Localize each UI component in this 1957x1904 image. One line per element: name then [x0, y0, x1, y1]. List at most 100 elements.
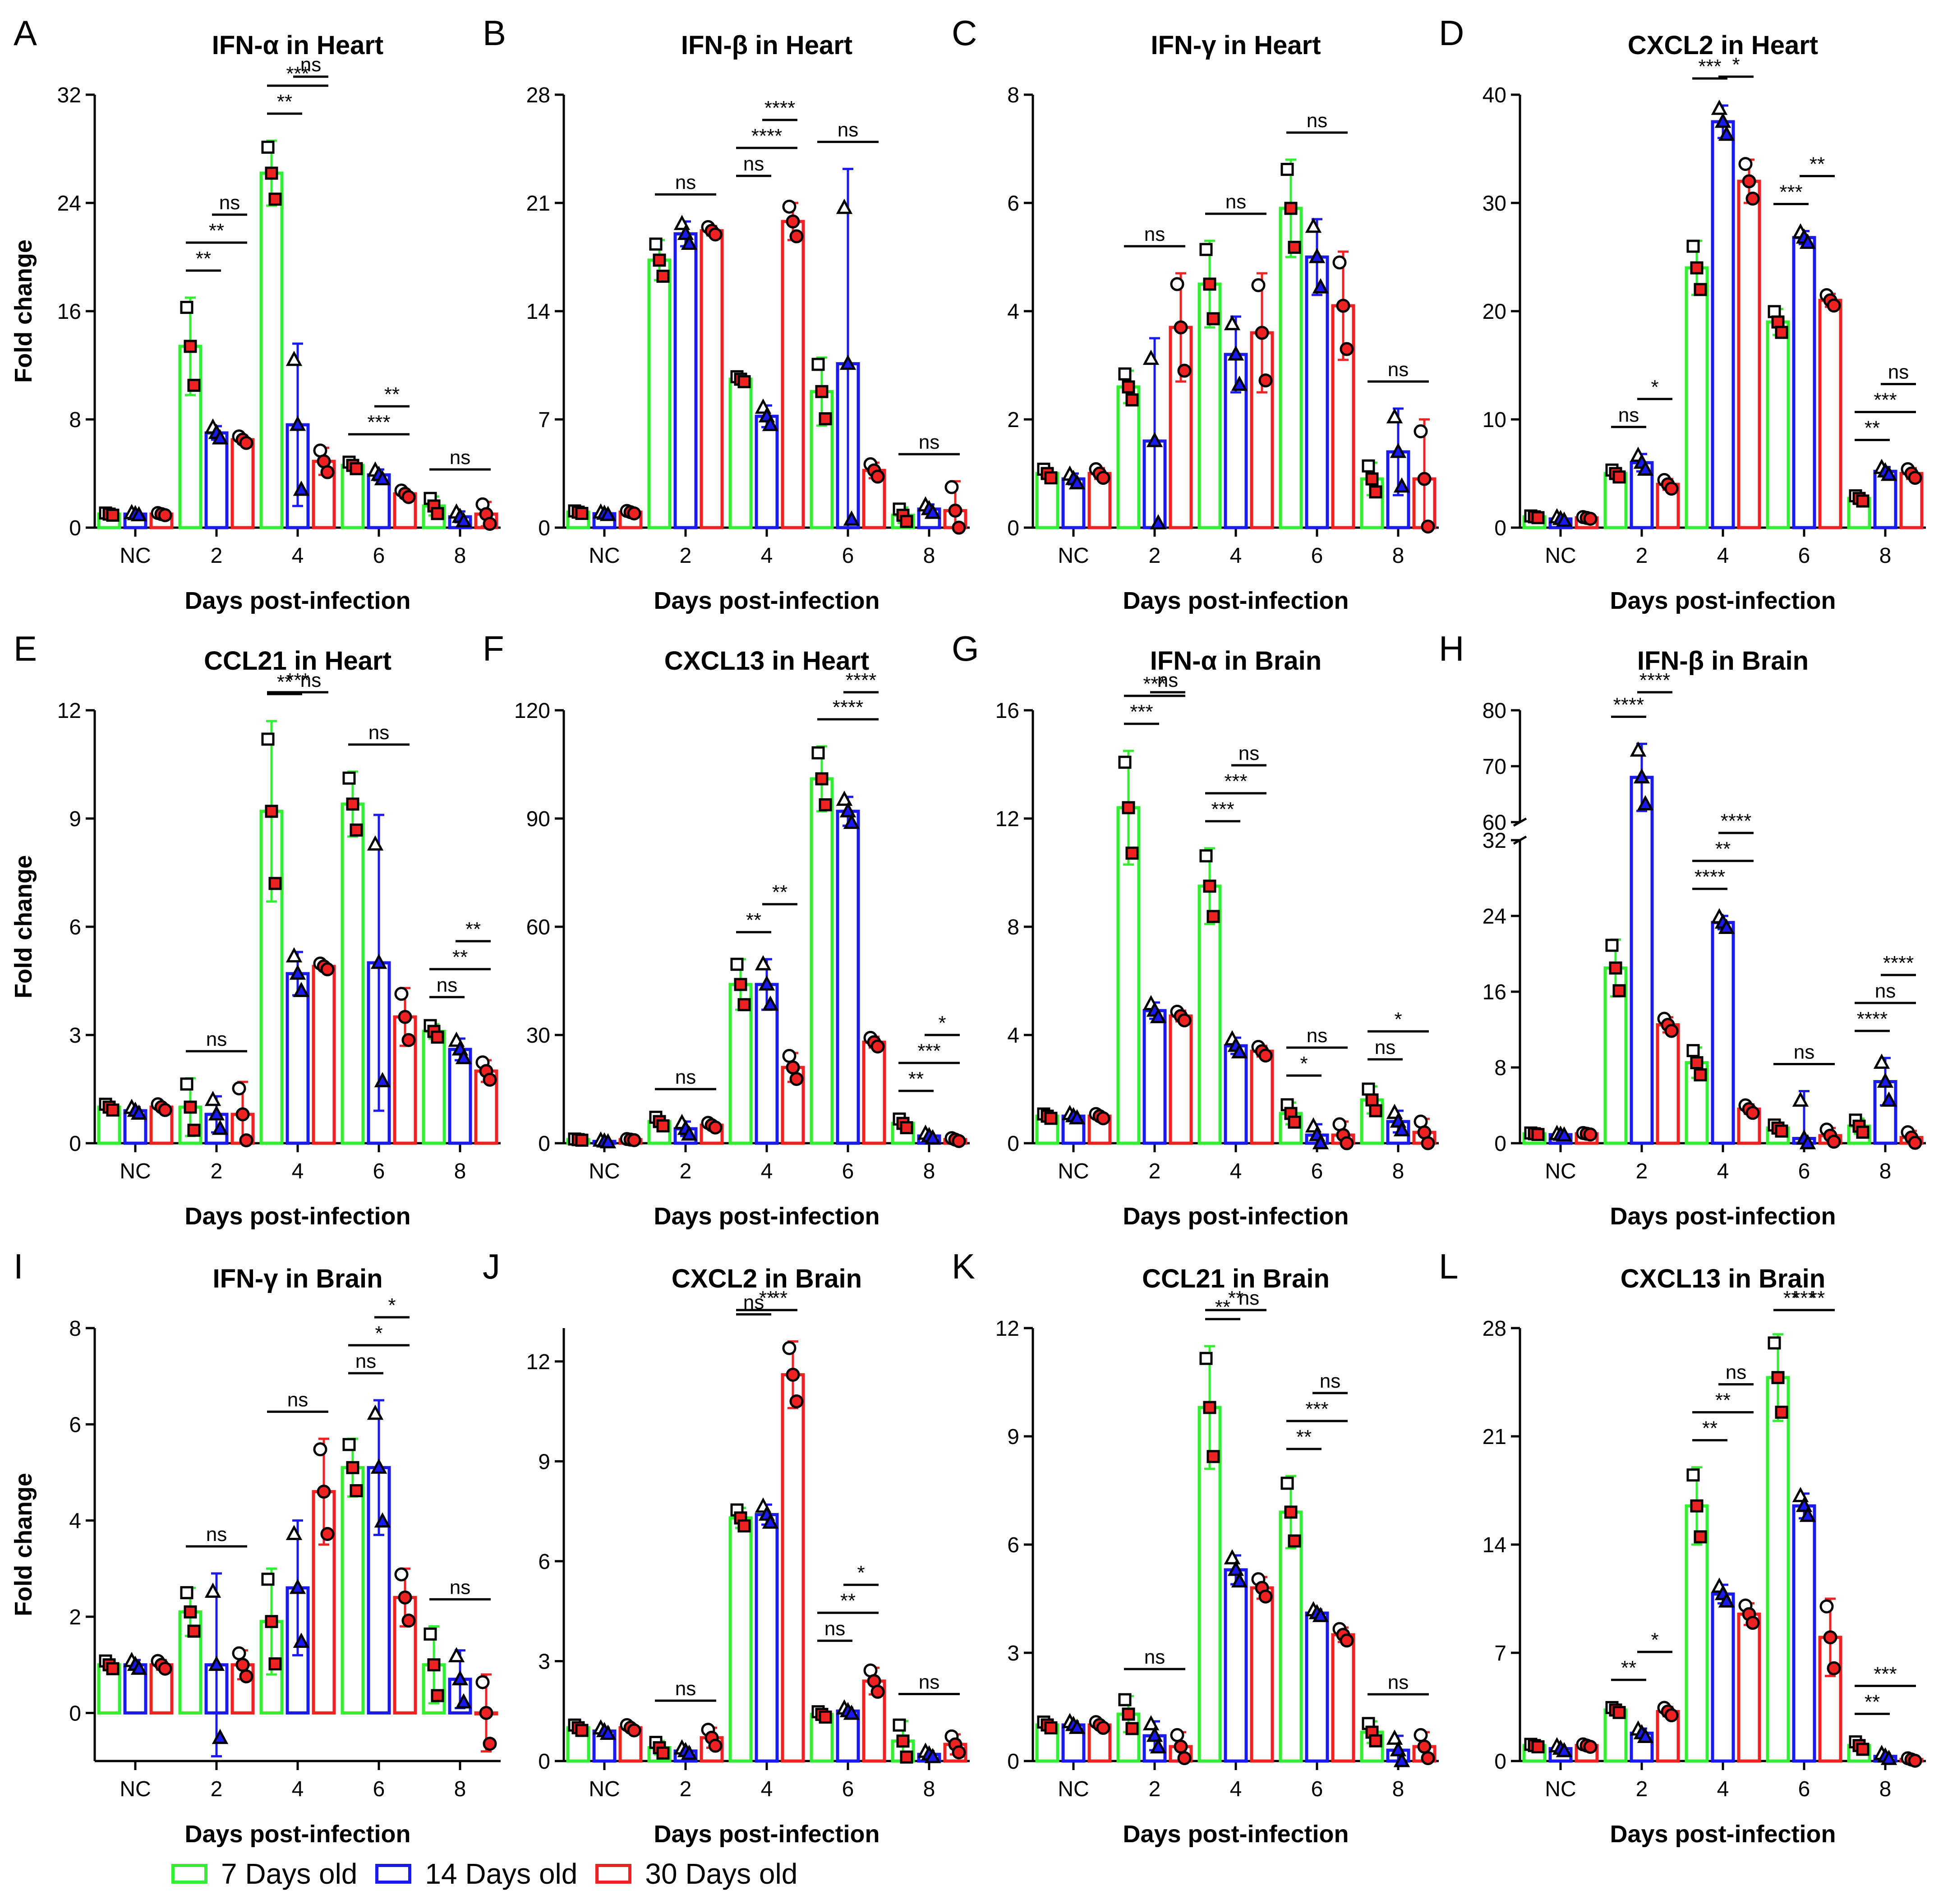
bar: [862, 1040, 886, 1145]
panel-letter: A: [14, 13, 37, 53]
data-point-circle: [782, 1049, 797, 1063]
x-tick-label: NC: [589, 1777, 620, 1801]
significance-label: ns: [300, 669, 321, 691]
data-point-square: [900, 1121, 913, 1135]
data-point-square: [1125, 846, 1139, 860]
data-point-square: [575, 506, 589, 520]
significance-label: **: [1783, 1287, 1799, 1309]
y-tick-label: 60: [1483, 811, 1506, 835]
panel-title: IFN-γ in Brain: [212, 1264, 382, 1293]
data-point-triangle: [1231, 1043, 1248, 1058]
bar: [810, 777, 834, 1145]
y-tick-label: 8: [1494, 1056, 1506, 1080]
data-point-triangle: [1150, 1008, 1167, 1023]
x-tick-label: NC: [589, 544, 620, 568]
y-tick-label: 14: [1483, 1533, 1506, 1557]
data-point-square: [1122, 380, 1135, 394]
data-point-triangle: [130, 1659, 147, 1675]
data-point-square: [811, 358, 825, 371]
x-tick-label: 8: [1392, 1159, 1404, 1183]
data-point-circle: [708, 1738, 723, 1753]
significance-label: *: [1394, 1008, 1402, 1030]
x-tick-label: 2: [1149, 1777, 1161, 1801]
data-point-circle: [1745, 1615, 1760, 1630]
x-tick-label: 2: [211, 1777, 223, 1801]
data-point-square: [1694, 283, 1707, 296]
significance-label: ***: [917, 1040, 940, 1062]
x-tick-label: 8: [1392, 1777, 1404, 1801]
panel-title: CXCL2 in Heart: [1628, 31, 1818, 60]
significance-label: ns: [919, 431, 939, 453]
data-point-circle: [394, 1567, 409, 1582]
data-point-square: [1125, 393, 1139, 407]
data-point-triangle: [1880, 1091, 1897, 1107]
y-tick-label: 7: [538, 408, 550, 432]
y-tick-label: 3: [1007, 1642, 1019, 1665]
significance-label: ***: [1211, 798, 1234, 820]
data-point-circle: [394, 987, 409, 1001]
data-point-triangle: [204, 1090, 221, 1106]
x-tick-label: 6: [1798, 544, 1810, 568]
data-point-square: [261, 1573, 275, 1586]
data-point-triangle: [289, 964, 306, 980]
significance-label: ns: [675, 1678, 696, 1700]
data-point-circle: [1583, 1127, 1598, 1142]
y-axis-label: Fold change: [10, 855, 37, 998]
x-tick-label: 8: [1879, 1159, 1892, 1183]
data-point-square: [1199, 1352, 1213, 1365]
bar: [285, 972, 310, 1145]
significance-label: ns: [1320, 1370, 1340, 1392]
data-point-square: [1612, 470, 1626, 484]
data-point-circle: [483, 1737, 497, 1751]
significance-label: ns: [675, 171, 696, 193]
data-point-square: [1686, 1044, 1700, 1058]
y-tick-label: 4: [1007, 300, 1019, 324]
panel-title: IFN-β in Heart: [681, 31, 852, 60]
data-point-square: [1203, 1401, 1216, 1414]
data-point-triangle: [289, 415, 306, 431]
significance-label: ns: [450, 446, 470, 469]
data-point-triangle: [1711, 99, 1728, 115]
data-point-triangle: [208, 1105, 225, 1121]
x-tick-label: 6: [1311, 1777, 1323, 1801]
data-point-circle: [952, 520, 966, 535]
bar: [230, 438, 255, 529]
data-point-triangle: [370, 1458, 387, 1474]
data-point-triangle: [374, 1072, 391, 1087]
data-point-square: [106, 1662, 120, 1675]
significance-label: **: [772, 881, 787, 903]
data-point-circle: [239, 436, 253, 450]
data-point-triangle: [681, 1744, 698, 1760]
y-tick-label: 9: [69, 807, 81, 831]
significance-label: **: [1810, 1287, 1825, 1309]
data-point-square: [1609, 961, 1622, 975]
data-point-triangle: [1142, 1715, 1160, 1730]
data-point-triangle: [455, 512, 472, 528]
x-axis-label: Days post-infection: [1123, 1821, 1349, 1848]
data-point-square: [815, 385, 829, 398]
data-point-square: [900, 1750, 913, 1764]
y-tick-label: 32: [57, 83, 81, 107]
bar: [781, 220, 805, 529]
significance-label: ns: [1239, 1287, 1259, 1309]
bar: [341, 1466, 365, 1715]
x-tick-label: 8: [454, 544, 466, 568]
data-point-square: [1284, 1505, 1298, 1519]
significance-label: ***: [286, 669, 309, 691]
data-point-triangle: [1792, 1091, 1809, 1107]
x-tick-label: 2: [1149, 544, 1161, 568]
x-tick-label: NC: [1545, 1777, 1576, 1801]
x-tick-label: 2: [1149, 1159, 1161, 1183]
data-point-triangle: [367, 1404, 384, 1420]
data-point-triangle: [762, 1513, 779, 1529]
data-point-square: [1690, 1056, 1704, 1069]
data-point-circle: [317, 1485, 331, 1499]
data-point-triangle: [924, 1129, 941, 1145]
legend-swatch-7-days: [171, 1864, 207, 1884]
x-tick-label: 6: [373, 544, 385, 568]
data-point-square: [350, 1484, 363, 1498]
data-point-square: [1118, 1693, 1132, 1706]
data-point-triangle: [1393, 1121, 1410, 1136]
data-point-circle: [1177, 1013, 1192, 1028]
